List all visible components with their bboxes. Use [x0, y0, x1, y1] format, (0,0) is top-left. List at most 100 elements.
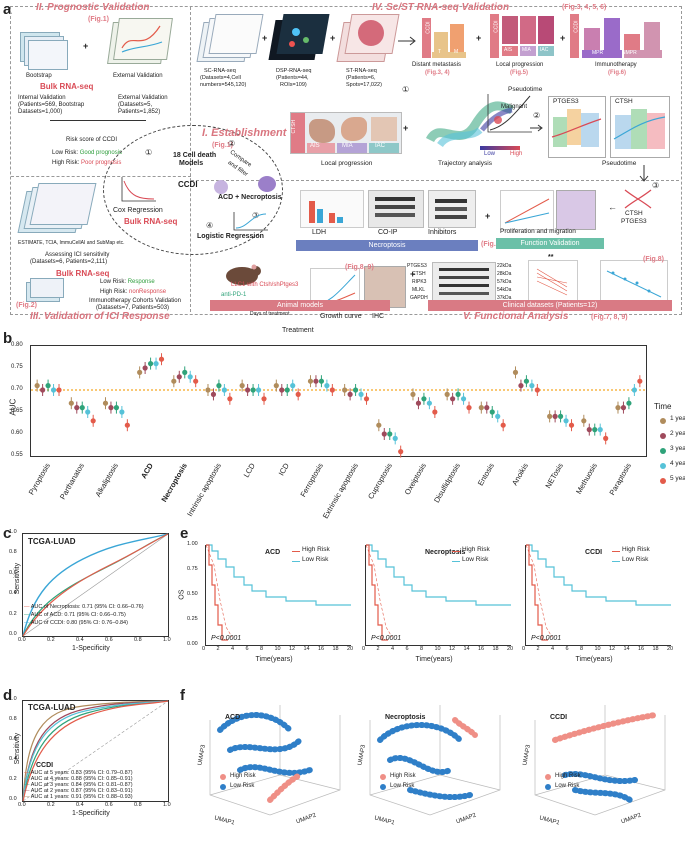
umap-legend-high: High Risk	[555, 773, 581, 779]
umap-legend-low-dot	[380, 784, 386, 790]
wb-kda-3: 54kDa	[497, 287, 512, 293]
auc-point	[432, 409, 438, 415]
plus: +	[83, 41, 89, 51]
umap-legend-low-dot	[220, 784, 226, 790]
auc-xlabel: Parthanatos	[58, 461, 87, 502]
km-legend-low-swatch	[612, 561, 620, 562]
panel-label-b: b	[3, 330, 13, 347]
wb-kda-2: 57kDa	[497, 279, 512, 285]
km-low-ci	[366, 544, 511, 606]
ici-nonresponse: nonResponse	[129, 289, 167, 295]
external-validation-graphic	[107, 18, 173, 68]
external-validation-label: External Validation	[113, 73, 163, 79]
auc-point	[279, 387, 285, 393]
roc-d-legend-4-text: AUC at 1 years: 0.91 (95% CI: 0.88–0.93)	[30, 794, 133, 800]
divider	[191, 180, 679, 181]
km-legend-low: Low Risk	[302, 556, 329, 563]
auc-point	[552, 413, 558, 419]
auc-point	[466, 405, 472, 411]
auc-point	[547, 413, 553, 419]
panel-label-a: a	[3, 1, 12, 18]
km-legend-low-swatch	[292, 561, 300, 562]
auc-point	[557, 413, 564, 419]
logistic-curve-icon	[233, 212, 268, 231]
km-xtick: 0	[202, 646, 206, 652]
ctsh-gene: CTSH	[625, 210, 643, 217]
auc-point	[239, 383, 245, 389]
y-tick: 1.0	[9, 696, 17, 702]
trajectory-label: Trajectory analysis	[438, 160, 492, 167]
auc-point	[90, 418, 96, 424]
fig7-label: (Fig.7)	[481, 241, 502, 248]
ici-assess-1: Assessing ICI sensitivity	[45, 252, 110, 258]
roc-c-xlabel: 1-Specificity	[72, 645, 110, 652]
km-xtick: 0	[362, 646, 366, 652]
auc-xlabel: ICD	[276, 461, 292, 478]
immuno-cohort-1: Immunotherapy Cohorts Validation	[89, 298, 181, 304]
risk-score: Risk score of CCDI	[66, 137, 118, 143]
roc-ccdi-line	[22, 533, 169, 637]
auc-point	[358, 391, 364, 397]
ldh-plot	[300, 190, 364, 228]
ctsh-label: CTSH	[615, 98, 633, 105]
paired-plot	[528, 260, 578, 306]
sc-fig: (Fig.3, 4, 5, 6)	[562, 4, 607, 11]
roc-c-title: TCGA-LUAD	[28, 537, 76, 546]
legend-label: 2 year	[670, 430, 685, 437]
auc-point	[56, 387, 62, 393]
km-xtick: 8	[580, 646, 584, 652]
ici-low-label: Low Risk:	[100, 279, 128, 285]
trajectory-graphic	[425, 101, 514, 148]
arrow-right-icon	[398, 36, 416, 46]
high-risk-label: High Risk:	[52, 160, 82, 166]
auc-point	[153, 361, 159, 367]
step-3: ③	[252, 211, 260, 220]
y-tick: 0.6	[9, 736, 17, 742]
anti-pd1-label: anti-PD-1	[221, 292, 247, 298]
ici-high: High Risk: nonResponse	[100, 289, 166, 295]
km-svg	[525, 544, 671, 641]
km-xtick: 0	[522, 646, 526, 652]
km-xtick: 6	[245, 646, 249, 652]
km-ytick: 1.00	[187, 541, 198, 547]
auc-point	[568, 422, 575, 428]
y-tick: 0.6	[9, 569, 17, 576]
km-legend-high: High Risk	[462, 546, 490, 553]
growth-label: Growth curve	[320, 313, 362, 320]
x-tick: 1.0	[163, 802, 171, 808]
km-xtick: 12	[449, 646, 456, 652]
sc-rna-graphic	[196, 14, 264, 64]
animal-models-pill: Animal models	[210, 300, 390, 311]
divider	[11, 176, 191, 177]
umap-legend-high-dot	[380, 774, 386, 780]
immuno-cohort-2: (Datasets=7, Patients=503)	[96, 305, 170, 311]
roc-d-legend-0-text: AUC at 5 years: 0.83 (95% CI: 0.79–0.87)	[30, 770, 133, 776]
roc-c-legend-1: — AUC of ACD: 0.71 (95% CI: 0.66–0.75)	[24, 612, 126, 618]
step-1: ①	[145, 148, 153, 157]
km-ylabel: OS	[178, 589, 186, 600]
auc-ytick: 0.65	[11, 408, 23, 414]
ptges3-label: PTGES3	[553, 98, 579, 105]
km-legend-high-swatch	[612, 551, 620, 552]
umap-low-risk-cells	[377, 722, 473, 801]
local-label: Local progression	[496, 62, 544, 68]
x-tick: 0.2	[47, 637, 55, 643]
umap-low-risk-cells	[217, 712, 313, 776]
auc-plot	[31, 353, 646, 458]
km-xtick: 16	[318, 646, 325, 652]
auc-point	[603, 435, 609, 441]
auc-point	[455, 391, 461, 397]
dsp-3: ROIs=109)	[280, 82, 307, 88]
km-xtick: 12	[609, 646, 616, 652]
auc-point	[313, 378, 319, 384]
km-legend-high: High Risk	[622, 546, 650, 553]
km-legend-low-swatch	[452, 561, 460, 562]
prolif-label: Proliferation and migration	[500, 228, 576, 235]
roc-c-legend-0: — AUC of Necroptosis: 0.71 (95% CI: 0.66…	[24, 604, 144, 610]
umap-legend-low: Low Risk	[555, 783, 580, 789]
roc-d-legend-3-text: AUC at 2 years: 0.87 (95% CI: 0.83–0.91)	[30, 788, 133, 794]
km-xtick: 2	[216, 646, 220, 652]
y-tick: 0.0	[9, 796, 17, 802]
auc-point	[108, 405, 114, 411]
llc-label: LLC1 with Ctsh/shPtges3	[231, 282, 299, 288]
